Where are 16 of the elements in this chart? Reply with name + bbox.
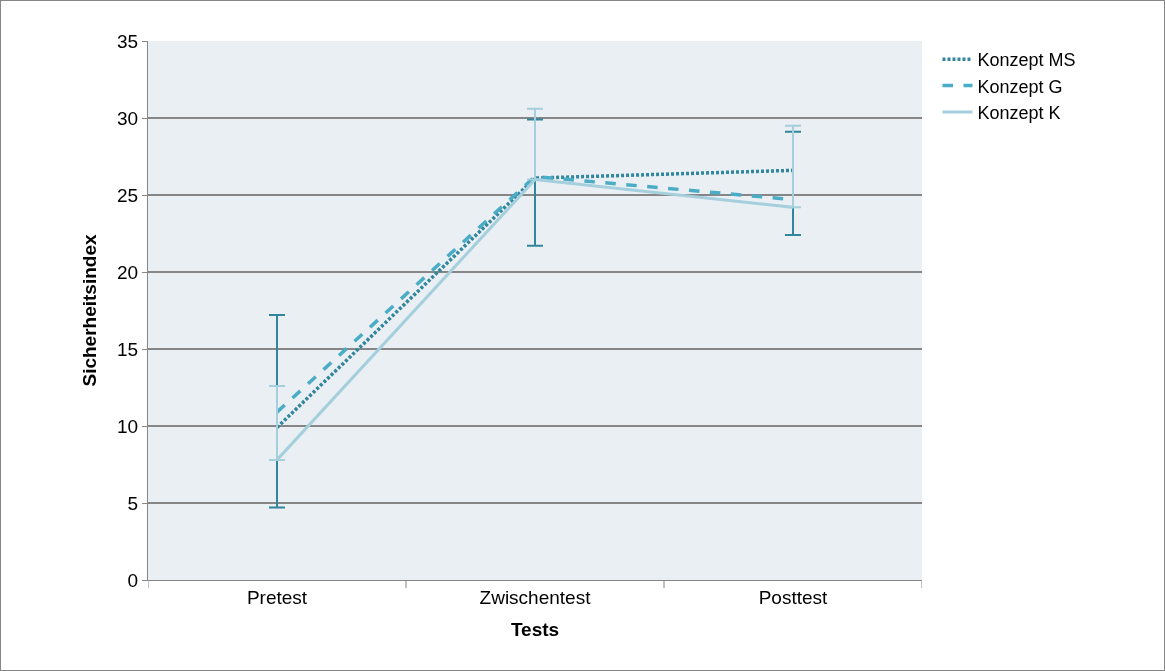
legend-label: Konzept G: [977, 76, 1063, 97]
y-tick-label: 30: [117, 107, 139, 129]
y-tick-label: 0: [127, 569, 139, 591]
legend-label: Konzept MS: [977, 50, 1076, 71]
y-axis-title: Sicherheitsindex: [78, 234, 100, 387]
y-tick-label: 25: [117, 184, 139, 206]
x-tick-label: Posttest: [758, 586, 829, 608]
x-axis-title: Tests: [510, 618, 560, 640]
y-tick-label: 35: [117, 30, 139, 52]
y-tick-label: 5: [127, 492, 139, 514]
y-tick-label: 10: [117, 415, 139, 437]
y-tick-label: 15: [117, 338, 139, 360]
x-tick-label: Zwischentest: [479, 586, 592, 608]
legend-label: Konzept K: [977, 103, 1061, 124]
x-tick-label: Pretest: [246, 586, 308, 608]
y-tick-label: 20: [117, 261, 139, 283]
